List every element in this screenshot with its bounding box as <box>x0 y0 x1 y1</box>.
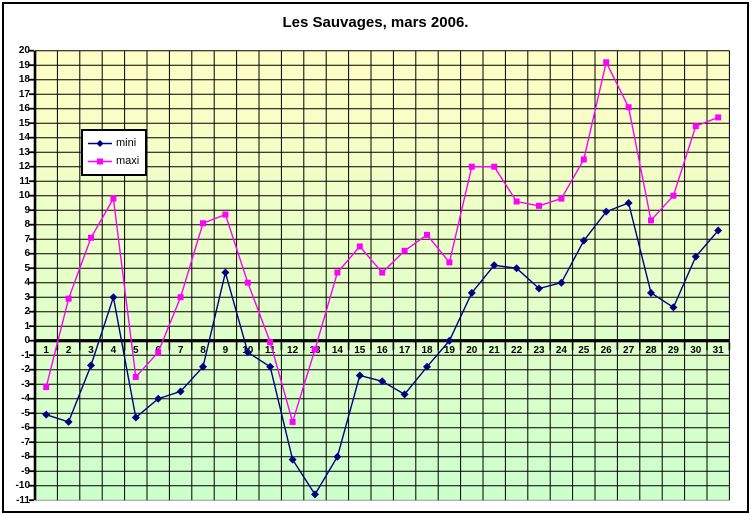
data-point-maxi <box>177 294 184 301</box>
data-point-maxi <box>536 202 542 209</box>
legend: mini maxi <box>81 129 147 176</box>
data-point-mini <box>602 207 611 216</box>
data-point-mini <box>714 226 723 235</box>
data-point-mini <box>64 417 73 426</box>
data-point-maxi <box>625 104 632 111</box>
data-point-maxi <box>289 418 296 425</box>
data-point-maxi <box>356 243 363 250</box>
data-point-mini <box>647 288 655 297</box>
data-point-mini <box>87 361 95 370</box>
data-point-maxi <box>715 114 722 121</box>
data-point-mini <box>669 303 678 312</box>
data-point-maxi <box>132 373 139 380</box>
data-point-mini <box>176 387 185 396</box>
data-point-mini <box>467 288 476 297</box>
y-axis-line <box>33 50 37 501</box>
y-axis-ticks <box>29 49 34 502</box>
maxi-series-line-icon <box>88 158 112 165</box>
data-point-mini <box>535 284 543 293</box>
data-point-maxi <box>88 234 94 241</box>
data-point-mini <box>221 268 230 277</box>
data-point-mini <box>557 278 566 287</box>
data-point-maxi <box>558 195 565 202</box>
series-mini <box>42 198 723 499</box>
data-point-mini <box>579 236 588 245</box>
mini-series-line-icon <box>88 140 112 147</box>
data-point-maxi <box>401 247 408 254</box>
legend-item-maxi: maxi <box>87 156 145 167</box>
data-point-maxi <box>513 198 520 205</box>
data-point-maxi <box>244 279 251 286</box>
data-point-mini <box>378 377 387 386</box>
data-point-maxi <box>603 59 610 66</box>
data-point-maxi <box>446 259 453 266</box>
data-point-maxi <box>424 231 430 238</box>
data-point-mini <box>243 348 252 357</box>
data-point-mini <box>266 362 275 371</box>
series-maxi <box>43 59 722 425</box>
data-point-maxi <box>580 156 587 163</box>
data-point-maxi <box>491 163 498 170</box>
data-point-mini <box>423 362 431 371</box>
data-point-maxi <box>468 163 475 170</box>
data-point-maxi <box>200 220 206 227</box>
data-point-maxi <box>334 269 341 276</box>
data-point-mini <box>154 394 163 403</box>
data-point-mini <box>199 362 207 371</box>
data-point-mini <box>490 261 499 270</box>
legend-item-mini: mini <box>87 138 145 149</box>
data-point-mini <box>400 390 409 399</box>
data-point-maxi <box>110 195 117 202</box>
vertical-gridlines <box>56 50 730 501</box>
data-point-maxi <box>670 192 677 199</box>
data-point-maxi <box>155 349 162 356</box>
data-point-mini <box>512 264 521 273</box>
data-point-mini <box>42 410 51 419</box>
legend-label-maxi: maxi <box>116 155 140 167</box>
data-point-mini <box>691 252 700 261</box>
data-point-maxi <box>267 339 274 346</box>
data-point-maxi <box>648 217 654 224</box>
data-point-mini <box>445 336 454 345</box>
data-point-mini <box>311 490 319 499</box>
data-point-mini <box>333 452 342 461</box>
data-point-mini <box>355 371 364 380</box>
chart-title: Les Sauvages, mars 2006. <box>282 14 469 31</box>
data-point-maxi <box>312 346 318 353</box>
data-point-maxi <box>692 123 699 130</box>
x-axis-line <box>35 339 730 343</box>
data-point-mini <box>624 198 633 207</box>
data-point-maxi <box>43 384 50 391</box>
x-axis-ticks <box>34 342 731 351</box>
legend-label-mini: mini <box>116 137 137 149</box>
data-point-maxi <box>65 295 72 302</box>
data-point-maxi <box>379 269 386 276</box>
data-point-maxi <box>222 211 229 218</box>
data-point-mini <box>109 293 118 302</box>
data-point-mini <box>288 455 297 464</box>
data-point-mini <box>131 413 140 422</box>
